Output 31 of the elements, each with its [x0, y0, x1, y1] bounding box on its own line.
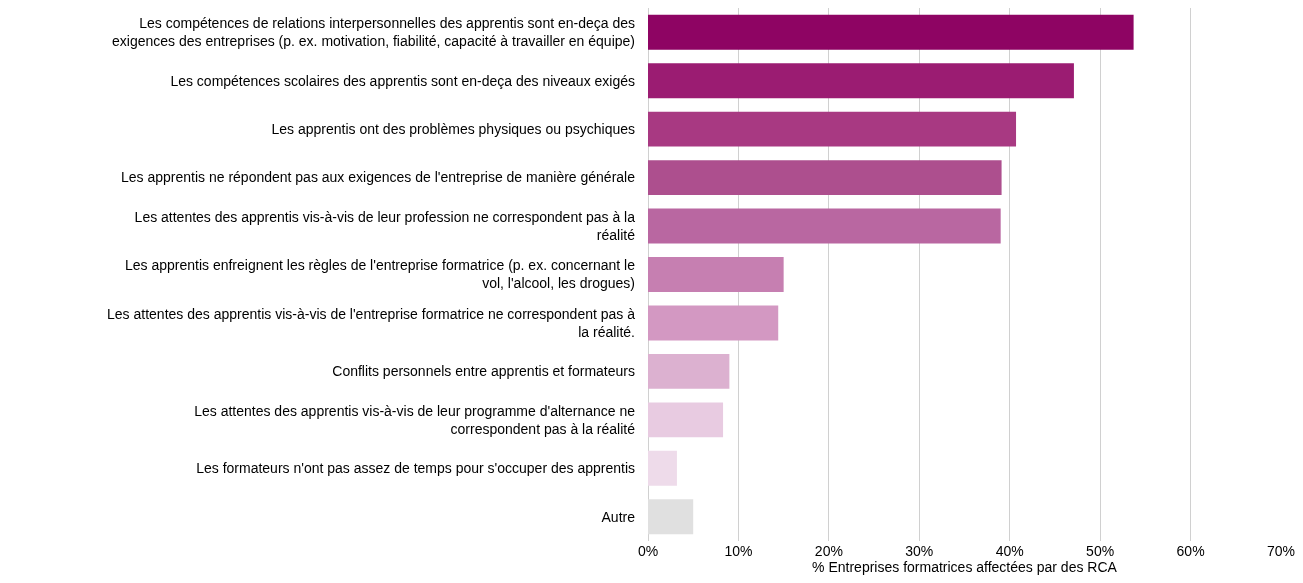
x-tick-label: 70% — [1266, 543, 1296, 559]
y-tick-label: Les attentes des apprentis vis-à-vis de leur programme d'alternance ne correspondent pas à la réalité — [194, 402, 636, 437]
x-tick-label: 40% — [995, 543, 1024, 559]
y-tick-label: Les attentes des apprentis vis-à-vis de l'entreprise formatrice ne correspondent pas à la réalité. — [107, 305, 636, 340]
x-tick-label: 60% — [1176, 543, 1205, 559]
y-tick-label: Conflits personnels entre apprentis et formateurs — [332, 363, 635, 380]
y-tick-label: Les compétences de relations interpersonnelles des apprentis sont en-deça des exigences des entreprises (p. ex. motivation, fiabilité, capacité à travailler en équipe) — [112, 15, 635, 50]
bar — [648, 208, 1001, 244]
bar — [648, 111, 1017, 147]
bar — [648, 257, 784, 292]
y-tick-label: Les attentes des apprentis vis-à-vis de leur profession ne correspondent pas à la réalité — [134, 208, 636, 244]
y-tick-label: Les formateurs n'ont pas assez de temps pour s'occuper des apprentis — [196, 460, 635, 477]
bar — [648, 305, 779, 341]
bar — [648, 499, 694, 535]
x-axis-title: % Entreprises formatrices affectées par des RCA — [812, 559, 1118, 576]
x-tick-label: 0% — [637, 543, 659, 559]
y-tick-label: Les compétences scolaires des apprentis sont en-deça des niveaux exigés — [170, 72, 635, 89]
bar — [648, 353, 730, 389]
y-tick-label: Les apprentis ne répondent pas aux exigences de l'entreprise de manière générale — [120, 169, 636, 186]
bar — [648, 402, 724, 438]
bar — [648, 450, 677, 486]
x-tick-label: 10% — [724, 543, 753, 559]
y-tick-label: Les apprentis enfreignent les règles de l'entreprise formatrice (p. ex. concernant le vol, l'alcool, les drogues) — [124, 257, 636, 292]
y-tick-label: Autre — [601, 508, 636, 525]
x-tick-label: 50% — [1086, 543, 1115, 559]
x-tick-label: 30% — [905, 543, 934, 559]
y-tick-label: Les apprentis ont des problèmes physiques ou psychiques — [271, 121, 635, 138]
bar — [648, 63, 1074, 99]
bar — [648, 160, 1002, 196]
bar — [648, 14, 1134, 50]
x-tick-label: 20% — [814, 543, 843, 559]
